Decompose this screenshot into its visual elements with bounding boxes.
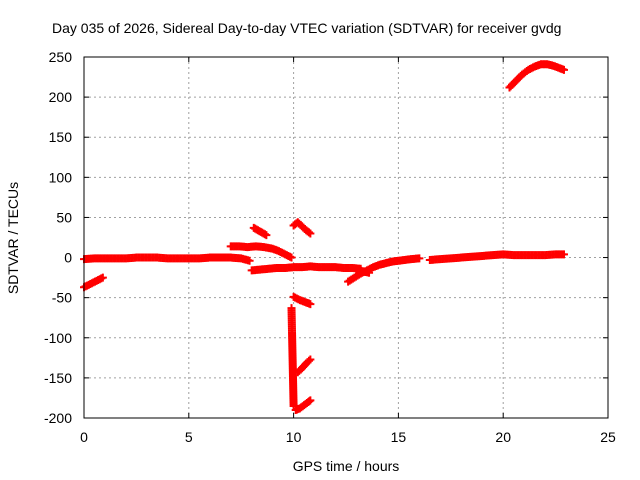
x-tick-label: 15 <box>391 429 407 445</box>
chart-title: Day 035 of 2026, Sidereal Day-to-day VTE… <box>52 20 561 36</box>
y-tick-label: -100 <box>44 330 72 346</box>
data-point-marker <box>287 253 296 262</box>
x-tick-label: 10 <box>286 429 302 445</box>
data-point-marker <box>262 231 271 240</box>
data-point-marker <box>365 268 374 277</box>
y-tick-label: 50 <box>56 209 72 225</box>
data-point-marker <box>306 355 315 364</box>
data-point-marker <box>415 254 424 263</box>
y-tick-label: -200 <box>44 410 72 426</box>
y-tick-label: -50 <box>52 290 72 306</box>
tick-label-layer: 0 5 10 15 20 25 -200 -150 -100 -50 0 50 100 150 200 250 <box>44 49 616 445</box>
data-point-marker <box>98 273 107 282</box>
data-point-marker <box>306 300 315 309</box>
y-tick-label: -150 <box>44 370 72 386</box>
grid-layer <box>84 57 608 418</box>
x-tick-label: 25 <box>600 429 616 445</box>
y-tick-label: 0 <box>64 250 72 266</box>
data-point-marker <box>306 229 315 238</box>
data-point-marker <box>559 250 568 259</box>
marker-layer <box>80 60 568 414</box>
y-axis-label: SDTVAR / TECUs <box>5 182 21 294</box>
data-point-marker <box>245 256 254 265</box>
x-tick-label: 0 <box>80 429 88 445</box>
data-point-marker <box>289 401 298 410</box>
x-tick-label: 20 <box>495 429 511 445</box>
data-point-marker <box>304 228 313 237</box>
data-point-marker <box>304 356 313 365</box>
plot-frame <box>83 56 609 419</box>
y-tick-label: 150 <box>49 129 73 145</box>
y-tick-label: 250 <box>49 49 73 65</box>
x-axis-label: GPS time / hours <box>293 458 400 474</box>
data-point-marker <box>306 396 315 405</box>
tick-layer <box>83 56 609 419</box>
data-point-marker <box>559 65 568 74</box>
y-tick-label: 100 <box>49 169 73 185</box>
y-tick-label: 200 <box>49 89 73 105</box>
x-tick-label: 5 <box>185 429 193 445</box>
